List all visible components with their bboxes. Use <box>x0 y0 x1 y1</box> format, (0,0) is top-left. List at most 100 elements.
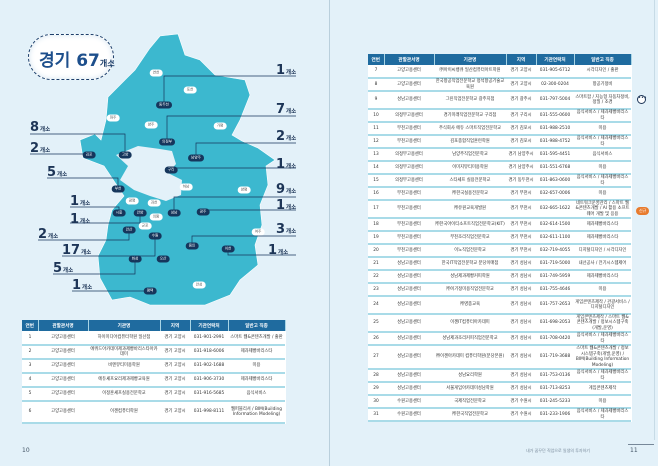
table-row: 22 성남고용센터 성남제과제빵커피학원 경기 성남시 031-749-5959 제과제빵… <box>368 270 631 285</box>
count-unit: 개소 <box>63 268 74 274</box>
table-cell: 9 <box>368 91 384 110</box>
count-label: 8개소 <box>30 121 50 134</box>
count-label: 7개소 <box>276 103 296 116</box>
table-cell: 스마트 웹&콘텐츠개발 / 출판 <box>228 331 285 346</box>
table-cell: 성남제과제빵커피학원 <box>434 270 506 285</box>
table-cell: 3 <box>22 359 38 374</box>
count-value: 5 <box>47 165 57 180</box>
table-cell: 제과제빵바리스타 <box>574 270 631 285</box>
table-row: 6 고양고용센터 이젠컴퓨터학원 경기 고양시 031-998-8111 웹퍼블리셔 / … <box>22 401 285 424</box>
table-cell: 성남고용센터 <box>384 314 434 334</box>
table-cell: 031-719-5000 <box>536 257 574 272</box>
table-cell: 성남고용센터 <box>384 296 434 316</box>
table-cell: 이젠IT컴퓨터아카데미 <box>434 314 506 334</box>
region-label: 안산 <box>122 226 136 234</box>
table-cell: 10 <box>368 109 384 123</box>
table-cell: 경기 수원시 <box>506 395 536 410</box>
count-label: 1개소 <box>276 199 296 212</box>
table-row: 13 의정부고용센터 남양주직업전문학교 경기 남양주시 031-595-4451 음식서… <box>368 148 631 162</box>
table-cell: 12 <box>368 135 384 149</box>
region-label: 용인 <box>185 242 199 250</box>
table-cell: 031-998-8111 <box>190 401 228 424</box>
table-cell: 경기 고양시 <box>506 78 536 92</box>
table-cell: 경기 부천시 <box>506 200 536 220</box>
more-icon[interactable]: ••• <box>637 95 647 104</box>
table-cell: 경기 성남시 <box>506 283 536 298</box>
count-unit: 개소 <box>286 189 297 195</box>
table-cell: 스마트 웹&콘텐츠개발 / 정보시스템구축(개발,운영) / BIM(Build… <box>574 345 631 371</box>
table-cell: 031-245-5233 <box>536 395 574 410</box>
region-label: 동두천 <box>156 101 172 109</box>
table-cell: 고양고용센터 <box>38 401 88 424</box>
table-cell: 성남고용센터 <box>384 257 434 272</box>
table-cell: 스마트팜 / 지능형 자동차정비, 정밀 / 조경 <box>574 91 631 110</box>
count-value: 5 <box>53 261 63 276</box>
table-row: 27 성남고용센터 ㈜이젠아카데미 컴퓨터학원(분당본원) 경기 성남시 031-719… <box>368 345 631 371</box>
table-cell: ㈜이젠아카데미 컴퓨터학원(분당본원) <box>434 345 506 371</box>
table-cell: 24 <box>368 296 384 316</box>
table-cell: 게임콘텐츠제작 / 관광서비스 / 디지털디자인 <box>574 296 631 316</box>
table-cell: 음식서비스 / 제과제빵바리스타 <box>574 174 631 188</box>
table-row: 14 의정부고용센터 이미지뷰티미용학원 경기 남양주시 031-551-6768 미용 <box>368 161 631 175</box>
table-cell: 음식서비스 / 제과제빵바리스타 <box>574 332 631 347</box>
institution-table-left: 연번 관할관서명 기관명 지역 기관연락처 일반고 직종 1 고양고용센터 하이미디어컴퓨터학… <box>22 320 286 424</box>
table-cell: 경기 김포시 <box>506 135 536 149</box>
table-cell: 게임콘텐츠제작 <box>574 382 631 397</box>
table-cell: 음식서비스 <box>574 148 631 162</box>
column-header: 기관연락처 <box>190 320 229 331</box>
count-unit: 개소 <box>286 136 297 142</box>
table-cell: 031-988-2510 <box>536 122 574 136</box>
table-cell: 032-614-1500 <box>536 218 574 233</box>
count-value: 7 <box>276 102 286 117</box>
count-value: 1 <box>268 243 278 258</box>
new-badge: 신규 <box>636 207 650 215</box>
count-value: 1 <box>70 194 80 209</box>
table-cell: 21 <box>368 257 384 272</box>
region-label: 파주 <box>106 114 120 122</box>
table-cell: 수원고용센터 <box>384 395 434 410</box>
footer-title: 내가 꿈꾸던 직업으로 일생의 투자하기 <box>526 448 590 453</box>
table-cell: 경기 고양시 <box>160 331 190 346</box>
table-cell: 22 <box>368 270 384 285</box>
region-label: 과천 <box>147 199 161 207</box>
footer-divider <box>628 444 654 445</box>
count-label: 1개소 <box>276 64 296 77</box>
table-cell: 031-916-5685 <box>190 387 228 402</box>
table-cell: 음식서비스 <box>228 387 285 402</box>
table-cell: 한국IT직업전문학교 분당이매점 <box>434 257 506 272</box>
table-cell: 031-713-8253 <box>536 382 574 397</box>
table-cell: 고양고용센터 <box>384 78 434 92</box>
table-cell: 디지털디자인 / 시각디자인 <box>574 244 631 259</box>
table-row: 26 성남고용센터 성남제과조리커피직업전문학교 경기 성남시 031-708-0420… <box>368 332 631 347</box>
table-cell: 031-988-4752 <box>536 135 574 149</box>
table-cell: 30 <box>368 395 384 410</box>
column-header: 일반고 직종 <box>574 54 632 65</box>
table-cell: 비엔뷰티미용학원 <box>88 359 160 374</box>
bubble-region: 경기 <box>39 51 71 71</box>
column-header: 연번 <box>368 54 385 65</box>
table-cell: 내선공사 / 전기시스템제어 <box>574 257 631 272</box>
leader-line <box>166 115 296 142</box>
table-cell: 19 <box>368 231 384 246</box>
table-cell: 031-902-1688 <box>190 359 228 374</box>
page-number-right: 11 <box>630 447 638 454</box>
table-cell: 6 <box>22 401 38 424</box>
table-row: 16 부천고용센터 ㈜한국실용전문학교 경기 부천시 032-657-0006 미용 <box>368 187 631 201</box>
column-header: 지역 <box>160 320 191 331</box>
region-label: 여주 <box>251 228 265 236</box>
table-cell: 경기 성남시 <box>506 296 536 316</box>
table-cell: 경기 구리시 <box>506 109 536 123</box>
table-cell: ㈜한국아이티소프트직업전문학교(KIT) <box>434 218 506 233</box>
table-cell: 29 <box>368 382 384 397</box>
table-cell: 성남고용센터 <box>384 332 434 347</box>
count-value: 1 <box>72 278 82 293</box>
table-cell: 경기미래직업전문학교 구리점 <box>434 109 506 123</box>
table-row: 8 고양고용센터 한국항공직업전문학교 정석항공기술교육원 경기 고양시 02-300-… <box>368 78 631 92</box>
table-cell: 18 <box>368 218 384 233</box>
table-cell: 서울게임아카데미성남학원 <box>434 382 506 397</box>
count-value: 2 <box>30 141 40 156</box>
table-cell: 28 <box>368 369 384 384</box>
table-cell: 미용 <box>574 187 631 201</box>
table-cell: 031-233-1906 <box>536 408 574 423</box>
table-row: 3 고양고용센터 비엔뷰티미용학원 경기 고양시 031-902-1688 미용 <box>22 359 285 374</box>
